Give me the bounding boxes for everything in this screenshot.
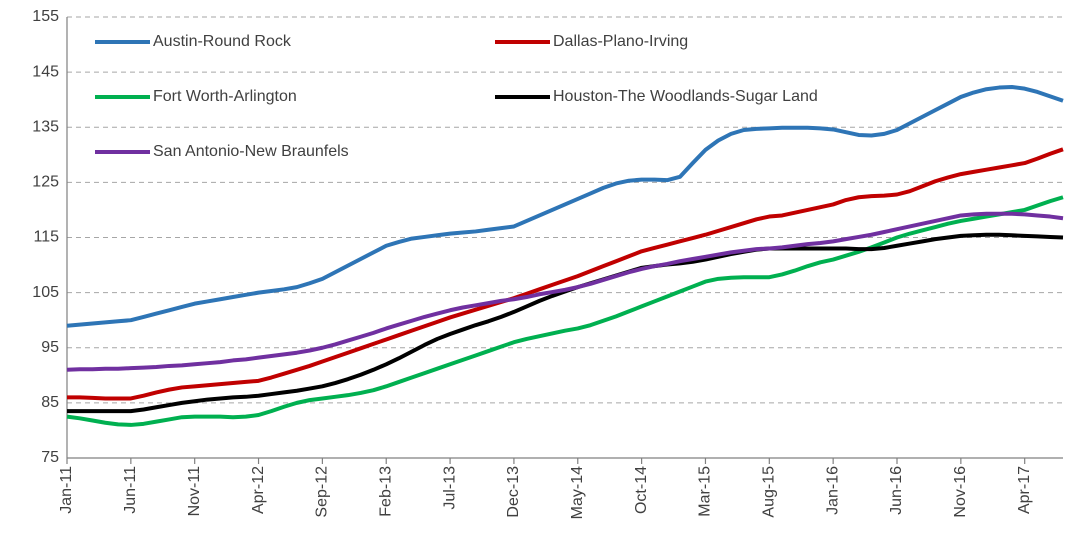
x-tick-label: Jan-11	[58, 466, 75, 514]
x-tick-label: Apr-17	[1016, 466, 1033, 514]
x-tick-label: Feb-13	[377, 466, 394, 517]
y-tick-label: 135	[32, 118, 59, 135]
legend-label: Houston-The Woodlands-Sugar Land	[553, 88, 818, 105]
x-tick-label: Aug-15	[761, 466, 778, 518]
x-tick-label: Dec-13	[505, 466, 522, 518]
y-tick-label: 105	[32, 284, 59, 301]
x-tick-label: Jan-16	[824, 466, 841, 515]
x-tick-label: Jun-11	[122, 466, 139, 514]
line-series	[67, 147, 1064, 401]
x-tick-label: Jul-13	[441, 466, 458, 510]
x-tick-label: Mar-15	[697, 466, 714, 517]
y-tick-label: 155	[32, 8, 59, 25]
legend-label: San Antonio-New Braunfels	[153, 143, 349, 160]
legend-label: Fort Worth-Arlington	[153, 88, 297, 105]
x-tick-label: Oct-14	[633, 466, 650, 514]
x-tick-label: Sep-12	[314, 466, 331, 518]
x-tick-label: Apr-12	[250, 466, 267, 514]
legend-label: Austin-Round Rock	[153, 33, 292, 50]
x-tick-label: May-14	[569, 466, 586, 519]
line-series	[66, 211, 1064, 372]
x-tick-label: Nov-11	[186, 466, 203, 516]
y-tick-label: 145	[32, 63, 59, 80]
y-tick-label: 95	[41, 339, 59, 356]
legend-label: Dallas-Plano-Irving	[553, 33, 688, 50]
y-tick-label: 75	[41, 449, 59, 466]
line-series	[66, 85, 1064, 328]
y-tick-label: 85	[41, 394, 59, 411]
y-tick-label: 125	[32, 174, 59, 191]
x-tick-label: Jun-16	[888, 466, 905, 515]
line-series	[66, 195, 1064, 427]
x-tick-label: Nov-16	[952, 466, 969, 518]
y-tick-label: 115	[33, 229, 59, 246]
